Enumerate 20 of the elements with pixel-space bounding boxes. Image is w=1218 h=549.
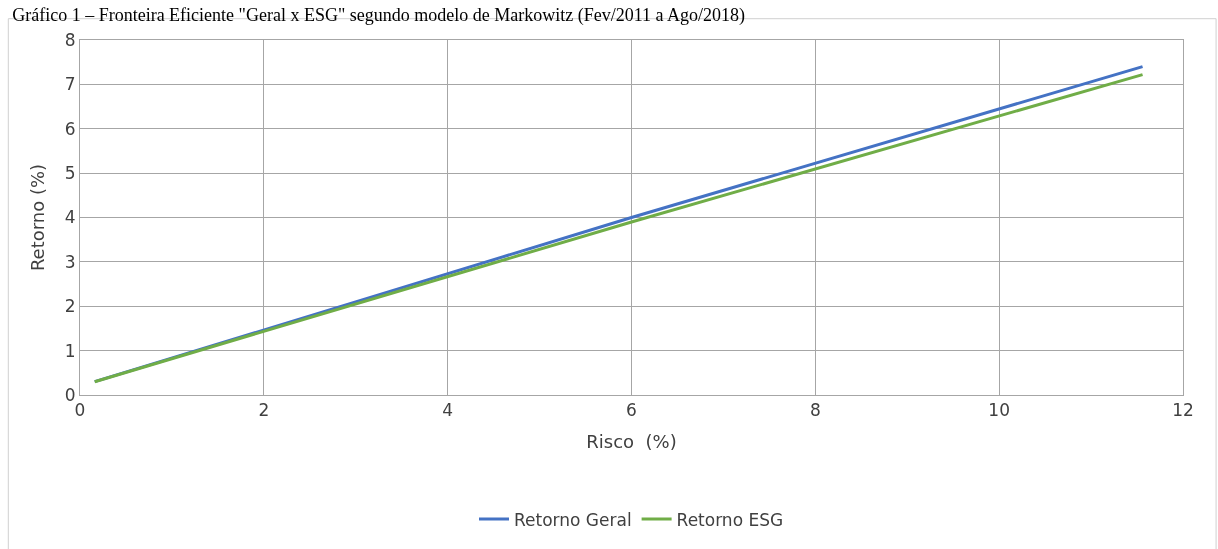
legend-label: Retorno ESG — [676, 509, 784, 530]
y-tick-label: 7 — [64, 74, 76, 95]
y-tick-label: 1 — [64, 340, 76, 361]
x-tick-label: 4 — [442, 400, 454, 421]
y-tick-label: 6 — [64, 118, 76, 139]
y-tick-label: 0 — [64, 384, 76, 405]
x-tick-label: 8 — [809, 400, 821, 421]
y-tick-label: 4 — [64, 207, 76, 228]
legend-label: Retorno Geral — [514, 509, 632, 530]
y-tick-label: 5 — [64, 163, 76, 184]
y-tick-label: 8 — [64, 29, 76, 50]
chart-title: Gráfico 1 – Fronteira Eficiente "Geral x ESG" segundo modelo de Markowitz (Fev/2011 a Ago/2018) — [12, 4, 746, 26]
x-tick-label: 2 — [258, 400, 270, 421]
x-tick-label: 12 — [1172, 400, 1194, 421]
x-axis-title: Risco (%) — [586, 430, 677, 452]
y-axis-title: Retorno (%) — [26, 163, 48, 272]
x-tick-label: 6 — [626, 400, 637, 421]
y-tick-label: 3 — [64, 251, 76, 272]
x-tick-label: 10 — [988, 400, 1010, 421]
y-tick-label: 2 — [64, 296, 76, 317]
